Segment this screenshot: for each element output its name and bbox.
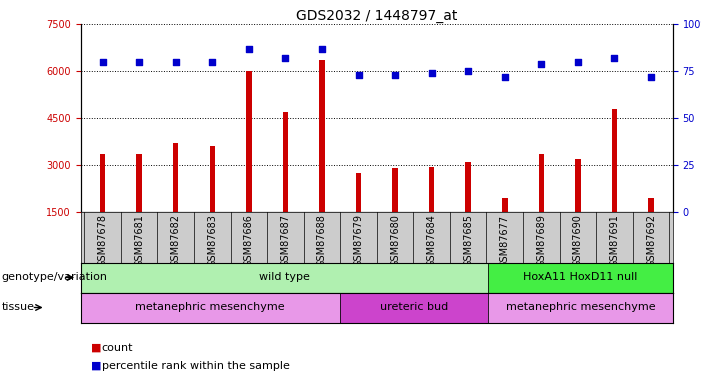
Text: ■: ■ [91,361,102,370]
Text: GSM87678: GSM87678 [97,214,107,267]
Bar [429,166,435,212]
Text: genotype/variation: genotype/variation [1,273,107,282]
Point [499,74,510,80]
Bar [538,154,544,212]
Text: GSM87684: GSM87684 [427,214,437,267]
Text: wild type: wild type [259,273,310,282]
Point [207,59,218,65]
Point [463,68,474,74]
Point [536,61,547,67]
Text: GSM87685: GSM87685 [463,214,473,267]
Bar [488,262,673,292]
Bar [393,168,397,212]
Text: GSM87688: GSM87688 [317,214,327,267]
Bar [210,146,215,212]
Bar [283,112,288,212]
Bar [137,154,142,212]
Point [426,70,437,76]
Text: GSM87679: GSM87679 [353,214,364,267]
Text: GSM87681: GSM87681 [134,214,144,267]
Point [390,72,401,78]
Point [97,59,108,65]
Text: HoxA11 HoxD11 null: HoxA11 HoxD11 null [523,273,638,282]
Text: GSM87690: GSM87690 [573,214,583,267]
Point [609,55,620,61]
Point [646,74,657,80]
Text: GSM87691: GSM87691 [609,214,620,267]
Bar [81,292,340,322]
Bar [648,198,654,212]
Bar [356,173,361,212]
Text: metanephric mesenchyme: metanephric mesenchyme [505,303,655,312]
Bar [81,262,488,292]
Point [170,59,182,65]
Text: GSM87683: GSM87683 [207,214,217,267]
Text: GSM87687: GSM87687 [280,214,290,267]
Bar [575,159,580,212]
Bar [173,143,179,212]
Text: percentile rank within the sample: percentile rank within the sample [102,361,290,370]
Bar [246,71,252,212]
Text: ■: ■ [91,343,102,353]
Bar [340,292,488,322]
Text: tissue: tissue [1,303,34,312]
Point [572,59,583,65]
Text: metanephric mesenchyme: metanephric mesenchyme [135,303,285,312]
Point [353,72,364,78]
Bar [502,198,508,212]
Text: GSM87692: GSM87692 [646,214,656,267]
Title: GDS2032 / 1448797_at: GDS2032 / 1448797_at [296,9,458,23]
Text: GSM87680: GSM87680 [390,214,400,267]
Point [133,59,144,65]
Bar [488,292,673,322]
Point [316,46,327,52]
Point [243,46,254,52]
Point [280,55,291,61]
Bar [612,109,617,212]
Text: count: count [102,343,133,353]
Bar [465,162,471,212]
Bar [319,60,325,212]
Text: GSM87686: GSM87686 [244,214,254,267]
Text: GSM87682: GSM87682 [170,214,181,267]
Text: ureteric bud: ureteric bud [380,303,448,312]
Text: GSM87677: GSM87677 [500,214,510,267]
Bar [100,154,105,212]
Text: GSM87689: GSM87689 [536,214,546,267]
